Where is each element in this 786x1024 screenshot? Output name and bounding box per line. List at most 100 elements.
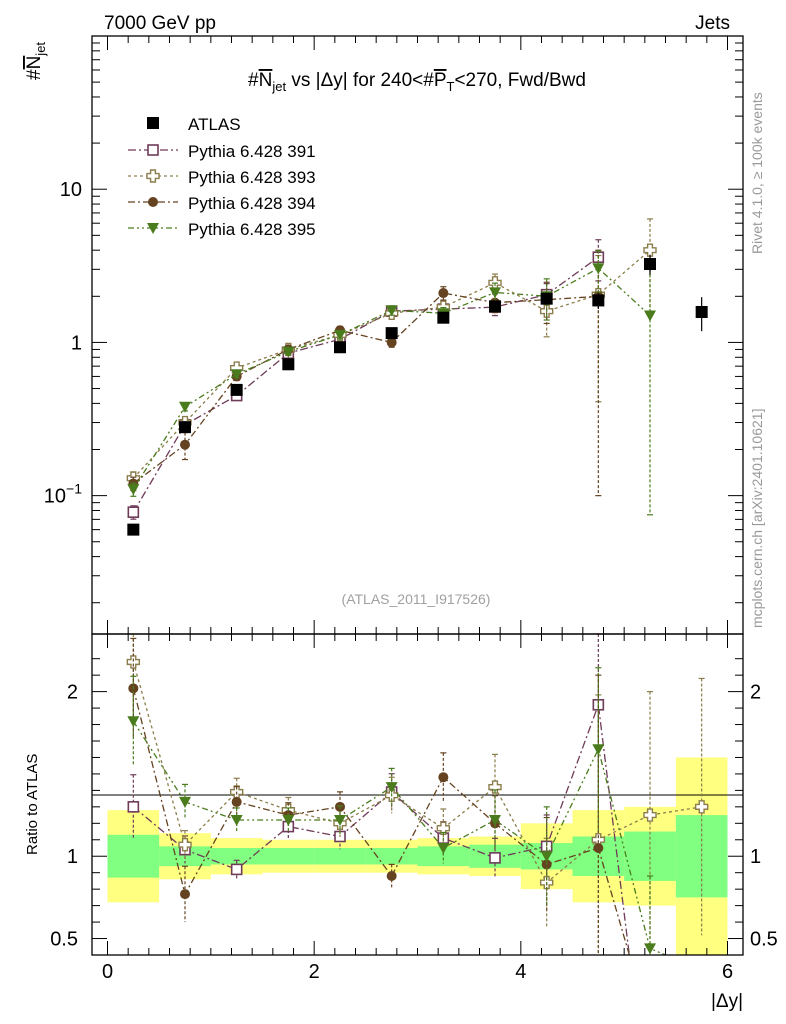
ratio-y-tick-label-left: 2 <box>67 682 78 704</box>
x-tick-label: 6 <box>722 961 733 983</box>
y-tick-label-base: 10 <box>44 486 66 508</box>
ratio-point-3 <box>386 870 397 881</box>
title-mid: vs |Δy| for 240<# <box>286 70 434 91</box>
ratio-y-tick-label-left: 0.5 <box>50 929 78 951</box>
data-point <box>489 300 501 313</box>
ratio-stat-error-band <box>210 848 263 865</box>
title-n-sub: jet <box>271 79 286 94</box>
ratio-point-2 <box>178 838 192 852</box>
ylabel-n-sub: jet <box>33 42 48 57</box>
ratio-point-3 <box>593 843 604 853</box>
ratio-point-4 <box>489 815 501 827</box>
legend-marker-1 <box>147 144 159 156</box>
ratio-series-line-4 <box>132 720 666 956</box>
series-point-4 <box>385 305 398 317</box>
ratio-y-tick-label-left: 1 <box>67 846 78 868</box>
legend-label-4: Pythia 6.428 395 <box>188 220 316 239</box>
data-point <box>437 311 450 324</box>
ratio-point-3 <box>438 772 449 783</box>
title-suffix: <270, Fwd/Bwd <box>454 70 586 91</box>
data-point <box>127 523 140 536</box>
series-point-4 <box>282 346 295 358</box>
ratio-point-1 <box>127 801 140 813</box>
legend-marker-atlas <box>147 117 159 129</box>
ratio-stat-error-band <box>417 846 470 867</box>
series-point-3 <box>386 337 397 348</box>
ratio-y-tick-label-right: 1 <box>750 846 761 868</box>
title-p: P <box>434 70 447 91</box>
ratio-point-4 <box>334 815 346 827</box>
data-point <box>540 292 553 305</box>
x-tick-label: 4 <box>515 961 526 983</box>
series-point-4 <box>127 484 140 496</box>
legend-marker-4 <box>147 223 159 234</box>
data-point <box>179 421 191 434</box>
legend-marker-3 <box>148 197 158 207</box>
y-tick-label: 1 <box>71 332 82 354</box>
ratio-point-4 <box>282 815 295 827</box>
legend: ATLAS Pythia 6.428 391 Pythia 6.428 393 Pyt… <box>128 115 316 239</box>
ratio-point-3 <box>180 889 190 900</box>
ratio-point-2 <box>436 821 451 835</box>
x-axis-label: |Δy| <box>711 991 743 1012</box>
ratio-frame <box>91 633 744 956</box>
ratio-y-tick-label-right: 2 <box>750 682 761 704</box>
chart-title: #Njet vs |Δy| for 240<#PT<270, Fwd/Bwd <box>248 70 586 94</box>
ratio-stat-error-band <box>107 834 160 878</box>
energy-label: 7000 GeV pp <box>104 13 216 34</box>
legend-label-3: Pythia 6.428 394 <box>188 194 316 213</box>
ratio-y-axis-label: Ratio to ATLAS <box>24 754 41 855</box>
ratio-point-2 <box>488 780 502 794</box>
series-line-2 <box>132 249 651 479</box>
ratio-point-1 <box>489 852 501 864</box>
data-point <box>592 294 605 307</box>
mcplots-label: mcplots.cern.ch [arXiv:2401.10621] <box>749 409 765 628</box>
ratio-point-4 <box>179 796 191 808</box>
ratio-stat-error-band <box>365 848 418 865</box>
legend-label-atlas: ATLAS <box>188 115 241 134</box>
series-point-4 <box>230 369 243 381</box>
series-point-4 <box>334 329 346 341</box>
y-axis-label: #Njet <box>24 42 48 80</box>
data-point <box>282 358 295 371</box>
title-p-sub: T <box>447 79 455 94</box>
legend-label-2: Pythia 6.428 393 <box>188 168 316 187</box>
x-tick-label: 2 <box>309 961 320 983</box>
y-tick-label: 10 <box>60 179 82 201</box>
ratio-point-4 <box>592 744 605 756</box>
data-point <box>334 341 346 354</box>
ratio-point-4 <box>127 716 140 728</box>
data-point <box>385 327 398 340</box>
ratio-point-4 <box>437 843 450 854</box>
ratio-point-4 <box>540 851 553 863</box>
ratio-point-2 <box>694 800 709 814</box>
ratio-point-3 <box>231 796 242 807</box>
process-label: Jets <box>695 13 730 34</box>
series-point-3 <box>180 439 190 450</box>
ratio-point-4 <box>385 782 398 794</box>
title-prefix: # <box>248 70 259 91</box>
ratio-point-4 <box>230 815 243 827</box>
series-point-4 <box>644 310 656 322</box>
series-point-4 <box>489 287 501 299</box>
data-point <box>230 383 243 396</box>
series-point-4 <box>592 263 605 275</box>
ratio-point-2 <box>643 808 657 822</box>
y-tick-label: 10−1 <box>44 481 82 508</box>
data-point <box>644 257 656 270</box>
series-point-4 <box>179 401 191 413</box>
ratio-stat-error-band <box>314 848 366 865</box>
analysis-watermark: (ATLAS_2011_I917526) <box>342 591 491 607</box>
ratio-point-2 <box>126 655 141 669</box>
x-tick-label: 0 <box>102 961 113 983</box>
ratio-y-tick-label-right: 0.5 <box>750 929 778 951</box>
series-point-2 <box>643 243 657 257</box>
ratio-stat-error-band <box>262 848 315 865</box>
ratio-point-1 <box>230 863 243 876</box>
title-n: N <box>259 70 273 91</box>
series-point-3 <box>438 288 449 299</box>
y-tick-label-exponent: −1 <box>66 481 82 497</box>
ratio-point-4 <box>644 943 656 955</box>
